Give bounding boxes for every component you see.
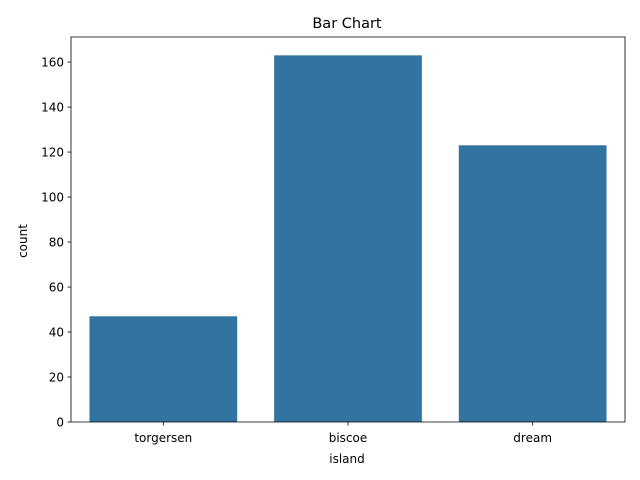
x-tick-label: torgersen: [134, 431, 192, 445]
bar-dream: [458, 145, 607, 423]
bar-biscoe: [274, 55, 422, 422]
x-tick-label: biscoe: [329, 431, 368, 445]
y-tick-label: 20: [49, 371, 64, 385]
x-tick-label: dream: [513, 431, 552, 445]
bar-torgersen: [89, 316, 238, 422]
y-tick-label: 40: [49, 326, 64, 340]
y-tick-label: 80: [49, 236, 64, 250]
y-tick-label: 140: [41, 101, 64, 115]
y-tick-label: 160: [41, 56, 64, 70]
x-axis-ticks: torgersen biscoe dream: [134, 422, 552, 445]
y-tick-label: 120: [41, 146, 64, 160]
bars-group: [89, 55, 607, 423]
y-axis-label: count: [16, 224, 30, 258]
y-tick-label: 60: [49, 281, 64, 295]
chart-title: Bar Chart: [312, 16, 382, 32]
axes-frame: [70, 36, 626, 423]
y-tick-label: 100: [41, 191, 64, 205]
x-axis-label: island: [329, 452, 365, 466]
y-axis-ticks: 0 20 40 60 80 100 120 140 160: [41, 56, 71, 430]
y-tick-label: 0: [56, 416, 64, 430]
